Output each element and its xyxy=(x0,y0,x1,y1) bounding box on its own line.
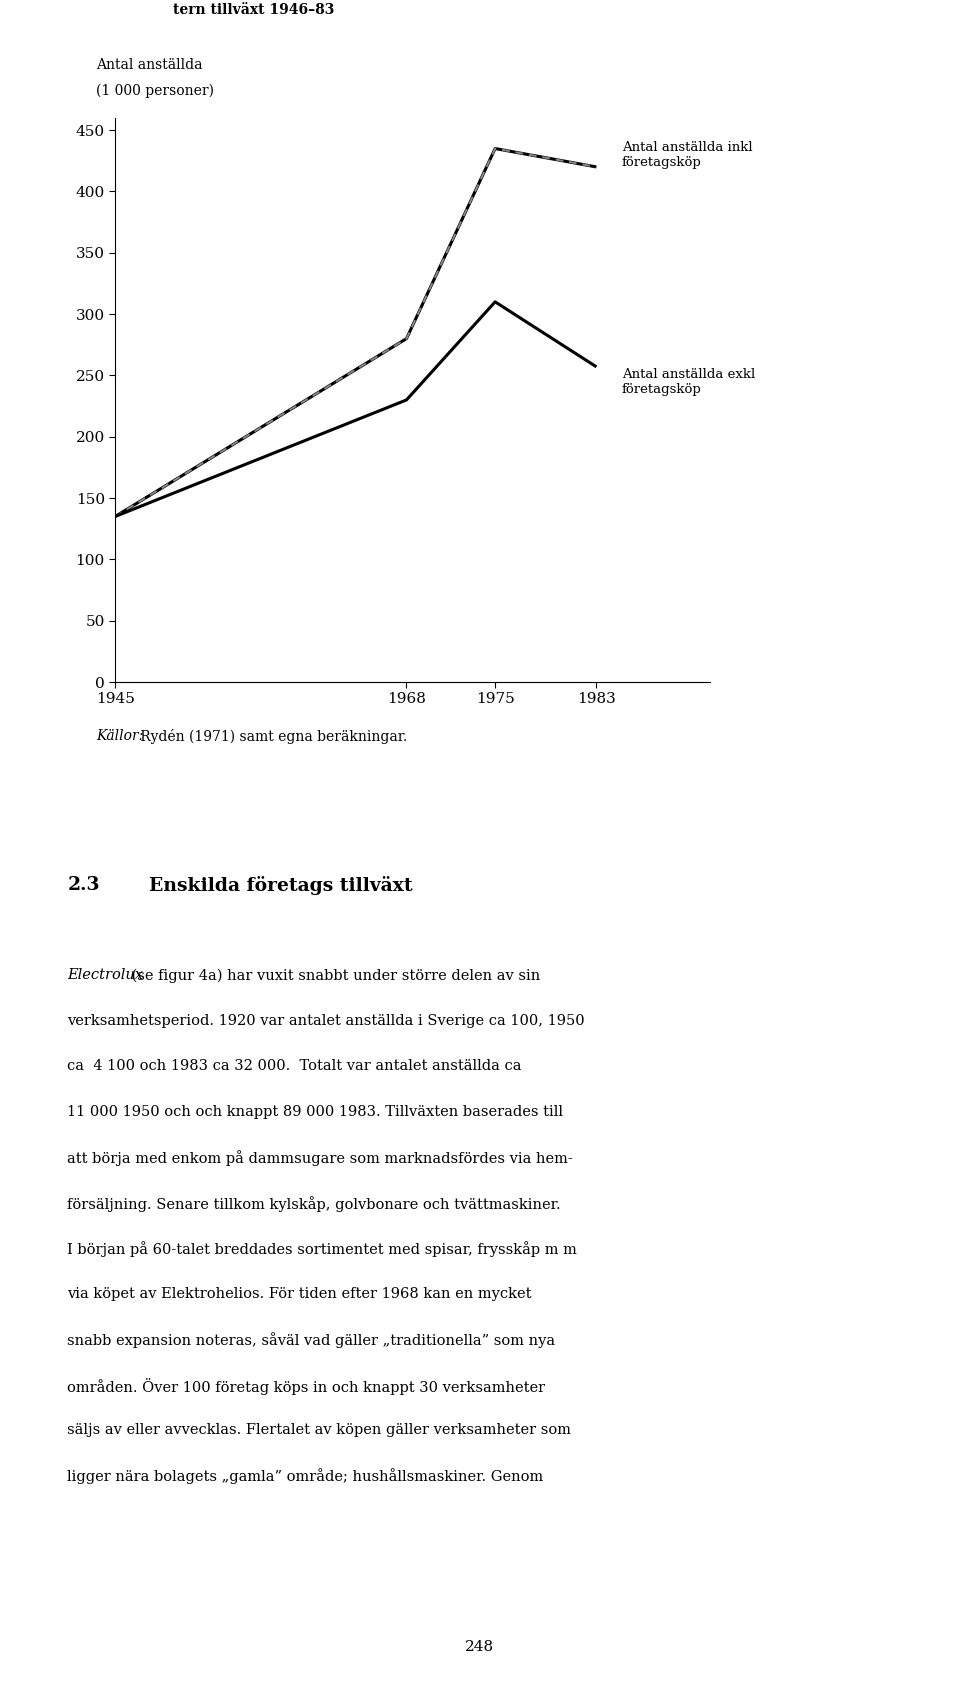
Text: Electrolux: Electrolux xyxy=(67,968,143,982)
Text: 2.3: 2.3 xyxy=(67,876,100,894)
Text: Rydén (1971) samt egna beräkningar.: Rydén (1971) samt egna beräkningar. xyxy=(136,729,408,744)
Text: områden. Över 100 företag köps in och knappt 30 verksamheter: områden. Över 100 företag köps in och kn… xyxy=(67,1378,545,1394)
Text: 248: 248 xyxy=(466,1640,494,1654)
Text: snabb expansion noteras, såväl vad gäller „traditionella” som nya: snabb expansion noteras, såväl vad gälle… xyxy=(67,1332,555,1347)
Text: att börja med enkom på dammsugare som marknadsfördes via hem-: att börja med enkom på dammsugare som ma… xyxy=(67,1150,573,1165)
Text: (se figur 4a) har vuxit snabbt under större delen av sin: (se figur 4a) har vuxit snabbt under stö… xyxy=(127,968,540,983)
Text: ligger nära bolagets „gamla” område; hushållsmaskiner. Genom: ligger nära bolagets „gamla” område; hus… xyxy=(67,1468,543,1484)
Text: verksamhetsperiod. 1920 var antalet anställda i Sverige ca 100, 1950: verksamhetsperiod. 1920 var antalet anst… xyxy=(67,1014,585,1027)
Text: Antal anställda: Antal anställda xyxy=(96,59,203,72)
Text: (1 000 personer): (1 000 personer) xyxy=(96,83,214,98)
Text: via köpet av Elektrohelios. För tiden efter 1968 kan en mycket: via köpet av Elektrohelios. För tiden ef… xyxy=(67,1287,532,1300)
Text: försäljning. Senare tillkom kylskåp, golvbonare och tvättmaskiner.: försäljning. Senare tillkom kylskåp, gol… xyxy=(67,1196,561,1211)
Text: tern tillväxt 1946–83: tern tillväxt 1946–83 xyxy=(173,3,334,17)
Text: I början på 60-talet breddades sortimentet med spisar, frysskåp m m: I början på 60-talet breddades sortiment… xyxy=(67,1241,577,1256)
Text: Källor:: Källor: xyxy=(96,729,143,743)
Text: säljs av eller avvecklas. Flertalet av köpen gäller verksamheter som: säljs av eller avvecklas. Flertalet av k… xyxy=(67,1423,571,1436)
Text: ca  4 100 och 1983 ca 32 000.  Totalt var antalet anställda ca: ca 4 100 och 1983 ca 32 000. Totalt var … xyxy=(67,1059,521,1073)
Text: Antal anställda inkl
företagsköp: Antal anställda inkl företagsköp xyxy=(622,141,753,168)
Text: Enskilda företags tillväxt: Enskilda företags tillväxt xyxy=(149,876,413,894)
Text: 11 000 1950 och och knappt 89 000 1983. Tillväxten baserades till: 11 000 1950 och och knappt 89 000 1983. … xyxy=(67,1105,564,1118)
Text: Antal anställda exkl
företagsköp: Antal anställda exkl företagsköp xyxy=(622,367,755,396)
